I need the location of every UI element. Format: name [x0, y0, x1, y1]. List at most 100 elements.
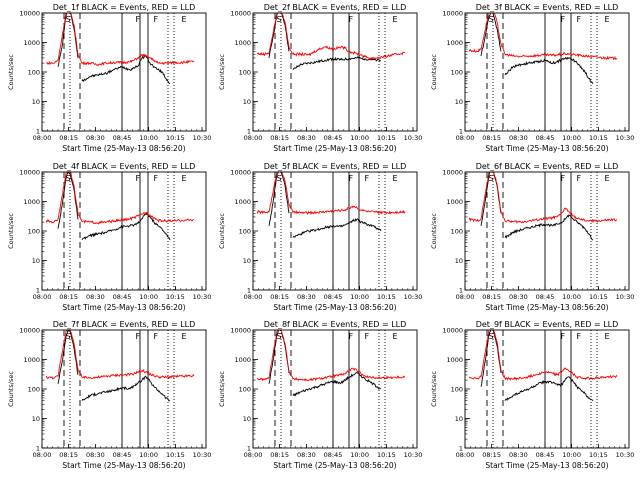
x-tick-label: 10:00 — [350, 134, 369, 142]
marker-letter: F — [136, 15, 141, 24]
y-axis-label: Counts/sec — [430, 54, 438, 90]
detector-panel: Det_2f BLACK = Events, RED = LLD Counts/s… — [218, 3, 422, 153]
x-tick-label: 08:30 — [86, 134, 105, 142]
x-tick-label: 10:00 — [562, 293, 581, 301]
detector-panel: Det_9f BLACK = Events, RED = LLD Counts/s… — [430, 320, 634, 470]
y-tick-label: 10000 — [442, 10, 463, 18]
x-tick-label: 10:30 — [193, 134, 212, 142]
y-axis-label: Counts/sec — [218, 54, 226, 90]
plot-frame — [464, 329, 630, 449]
marker-letter: E — [393, 15, 398, 24]
plot-frame — [252, 329, 418, 449]
plot-frame — [41, 329, 207, 449]
panel-title: Det_6f BLACK = Events, RED = LLD — [476, 162, 619, 171]
marker-letter: F — [154, 332, 159, 341]
marker-letter: F — [349, 332, 354, 341]
x-tick-label: 08:30 — [297, 451, 316, 459]
y-tick-label: 10 — [32, 98, 40, 106]
marker-letter: F — [577, 332, 582, 341]
marker-letter: S — [277, 332, 282, 341]
x-tick-label: 10:30 — [616, 134, 635, 142]
x-tick-label: 10:00 — [562, 451, 581, 459]
y-tick-label: 1000 — [23, 39, 40, 47]
x-axis-label: Start Time (25-May-13 08:56:20) — [62, 144, 185, 153]
x-tick-label: 10:30 — [193, 293, 212, 301]
plot-frame — [464, 12, 630, 132]
marker-letter: F — [561, 15, 566, 24]
x-axis-label: Start Time (25-May-13 08:56:20) — [273, 144, 396, 153]
x-tick-label: 08:30 — [509, 451, 528, 459]
y-tick-label: 10000 — [230, 169, 251, 177]
y-axis-label: Counts/sec — [218, 213, 226, 249]
y-tick-label: 100 — [28, 69, 40, 77]
y-tick-label: 100 — [239, 69, 251, 77]
y-tick-label: 10000 — [19, 10, 40, 18]
y-tick-label: 1000 — [234, 39, 251, 47]
panel-title: Det_3f BLACK = Events, RED = LLD — [476, 3, 619, 12]
x-tick-label: 08:15 — [270, 134, 289, 142]
y-tick-label: 1000 — [446, 356, 463, 364]
marker-letter: E — [393, 174, 398, 183]
plot-frame — [252, 12, 418, 132]
x-tick-label: 10:30 — [193, 451, 212, 459]
events-series-line — [268, 13, 381, 70]
detector-panel: Det_4f BLACK = Events, RED = LLD Counts/s… — [7, 162, 211, 312]
marker-letter: E — [605, 15, 610, 24]
marker-letter: S — [66, 174, 71, 183]
y-tick-label: 100 — [239, 228, 251, 236]
y-tick-label: 1 — [36, 445, 40, 453]
x-tick-label: 10:15 — [166, 451, 185, 459]
marker-letter: F — [349, 174, 354, 183]
y-axis-label: Counts/sec — [7, 213, 15, 249]
x-tick-label: 10:00 — [350, 451, 369, 459]
x-tick-label: 08:45 — [324, 134, 343, 142]
lld-series-line — [468, 172, 617, 224]
y-tick-label: 1 — [36, 128, 40, 136]
x-tick-label: 08:00 — [456, 451, 475, 459]
y-tick-label: 1000 — [234, 356, 251, 364]
x-tick-label: 08:15 — [482, 293, 501, 301]
plot-frame — [464, 171, 630, 291]
y-tick-label: 100 — [451, 228, 463, 236]
x-tick-label: 08:45 — [113, 451, 132, 459]
lld-series-line — [45, 13, 195, 67]
marker-letter: F — [577, 15, 582, 24]
lld-series-line — [45, 330, 195, 380]
x-tick-label: 08:00 — [244, 451, 263, 459]
x-tick-label: 08:15 — [270, 451, 289, 459]
plot-frame — [41, 12, 207, 132]
x-tick-label: 10:15 — [589, 451, 608, 459]
y-tick-label: 10 — [243, 98, 251, 106]
marker-letter: S — [277, 174, 282, 183]
x-tick-label: 10:15 — [377, 293, 396, 301]
x-tick-label: 08:30 — [509, 134, 528, 142]
marker-letter: S — [277, 15, 282, 24]
marker-letter: E — [605, 174, 610, 183]
y-tick-label: 10 — [243, 415, 251, 423]
y-tick-label: 10 — [455, 257, 463, 265]
x-tick-label: 08:15 — [59, 134, 78, 142]
x-tick-label: 08:30 — [297, 134, 316, 142]
marker-letter: F — [365, 332, 370, 341]
marker-letter: E — [393, 332, 398, 341]
x-tick-label: 10:15 — [166, 293, 185, 301]
x-axis-label: Start Time (25-May-13 08:56:20) — [485, 303, 608, 312]
y-tick-label: 1000 — [23, 198, 40, 206]
marker-letter: S — [66, 15, 71, 24]
marker-letter: F — [154, 15, 159, 24]
panel-title: Det_8f BLACK = Events, RED = LLD — [264, 320, 407, 329]
y-tick-label: 10 — [455, 98, 463, 106]
x-tick-label: 10:00 — [139, 134, 158, 142]
x-tick-label: 08:00 — [456, 293, 475, 301]
x-tick-label: 08:00 — [244, 293, 263, 301]
x-tick-label: 08:30 — [297, 293, 316, 301]
y-tick-label: 10000 — [19, 327, 40, 335]
marker-letter: F — [561, 332, 566, 341]
x-axis-label: Start Time (25-May-13 08:56:20) — [273, 461, 396, 470]
x-tick-label: 10:15 — [377, 134, 396, 142]
x-tick-label: 10:30 — [616, 293, 635, 301]
marker-letter: F — [577, 174, 582, 183]
lld-series-line — [256, 172, 406, 216]
x-tick-label: 08:15 — [482, 134, 501, 142]
y-tick-label: 1 — [459, 287, 463, 295]
